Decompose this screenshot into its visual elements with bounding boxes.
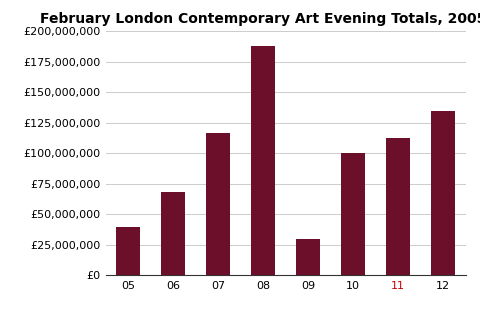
Bar (431, 111, 456, 275)
Bar (386, 137, 410, 275)
Bar (251, 46, 276, 275)
Bar (341, 153, 365, 275)
Bar (206, 133, 230, 275)
Bar (161, 192, 185, 275)
Bar (116, 227, 141, 275)
Bar (296, 239, 321, 275)
Title: February London Contemporary Art Evening Totals, 2005-2012: February London Contemporary Art Evening… (40, 12, 480, 26)
